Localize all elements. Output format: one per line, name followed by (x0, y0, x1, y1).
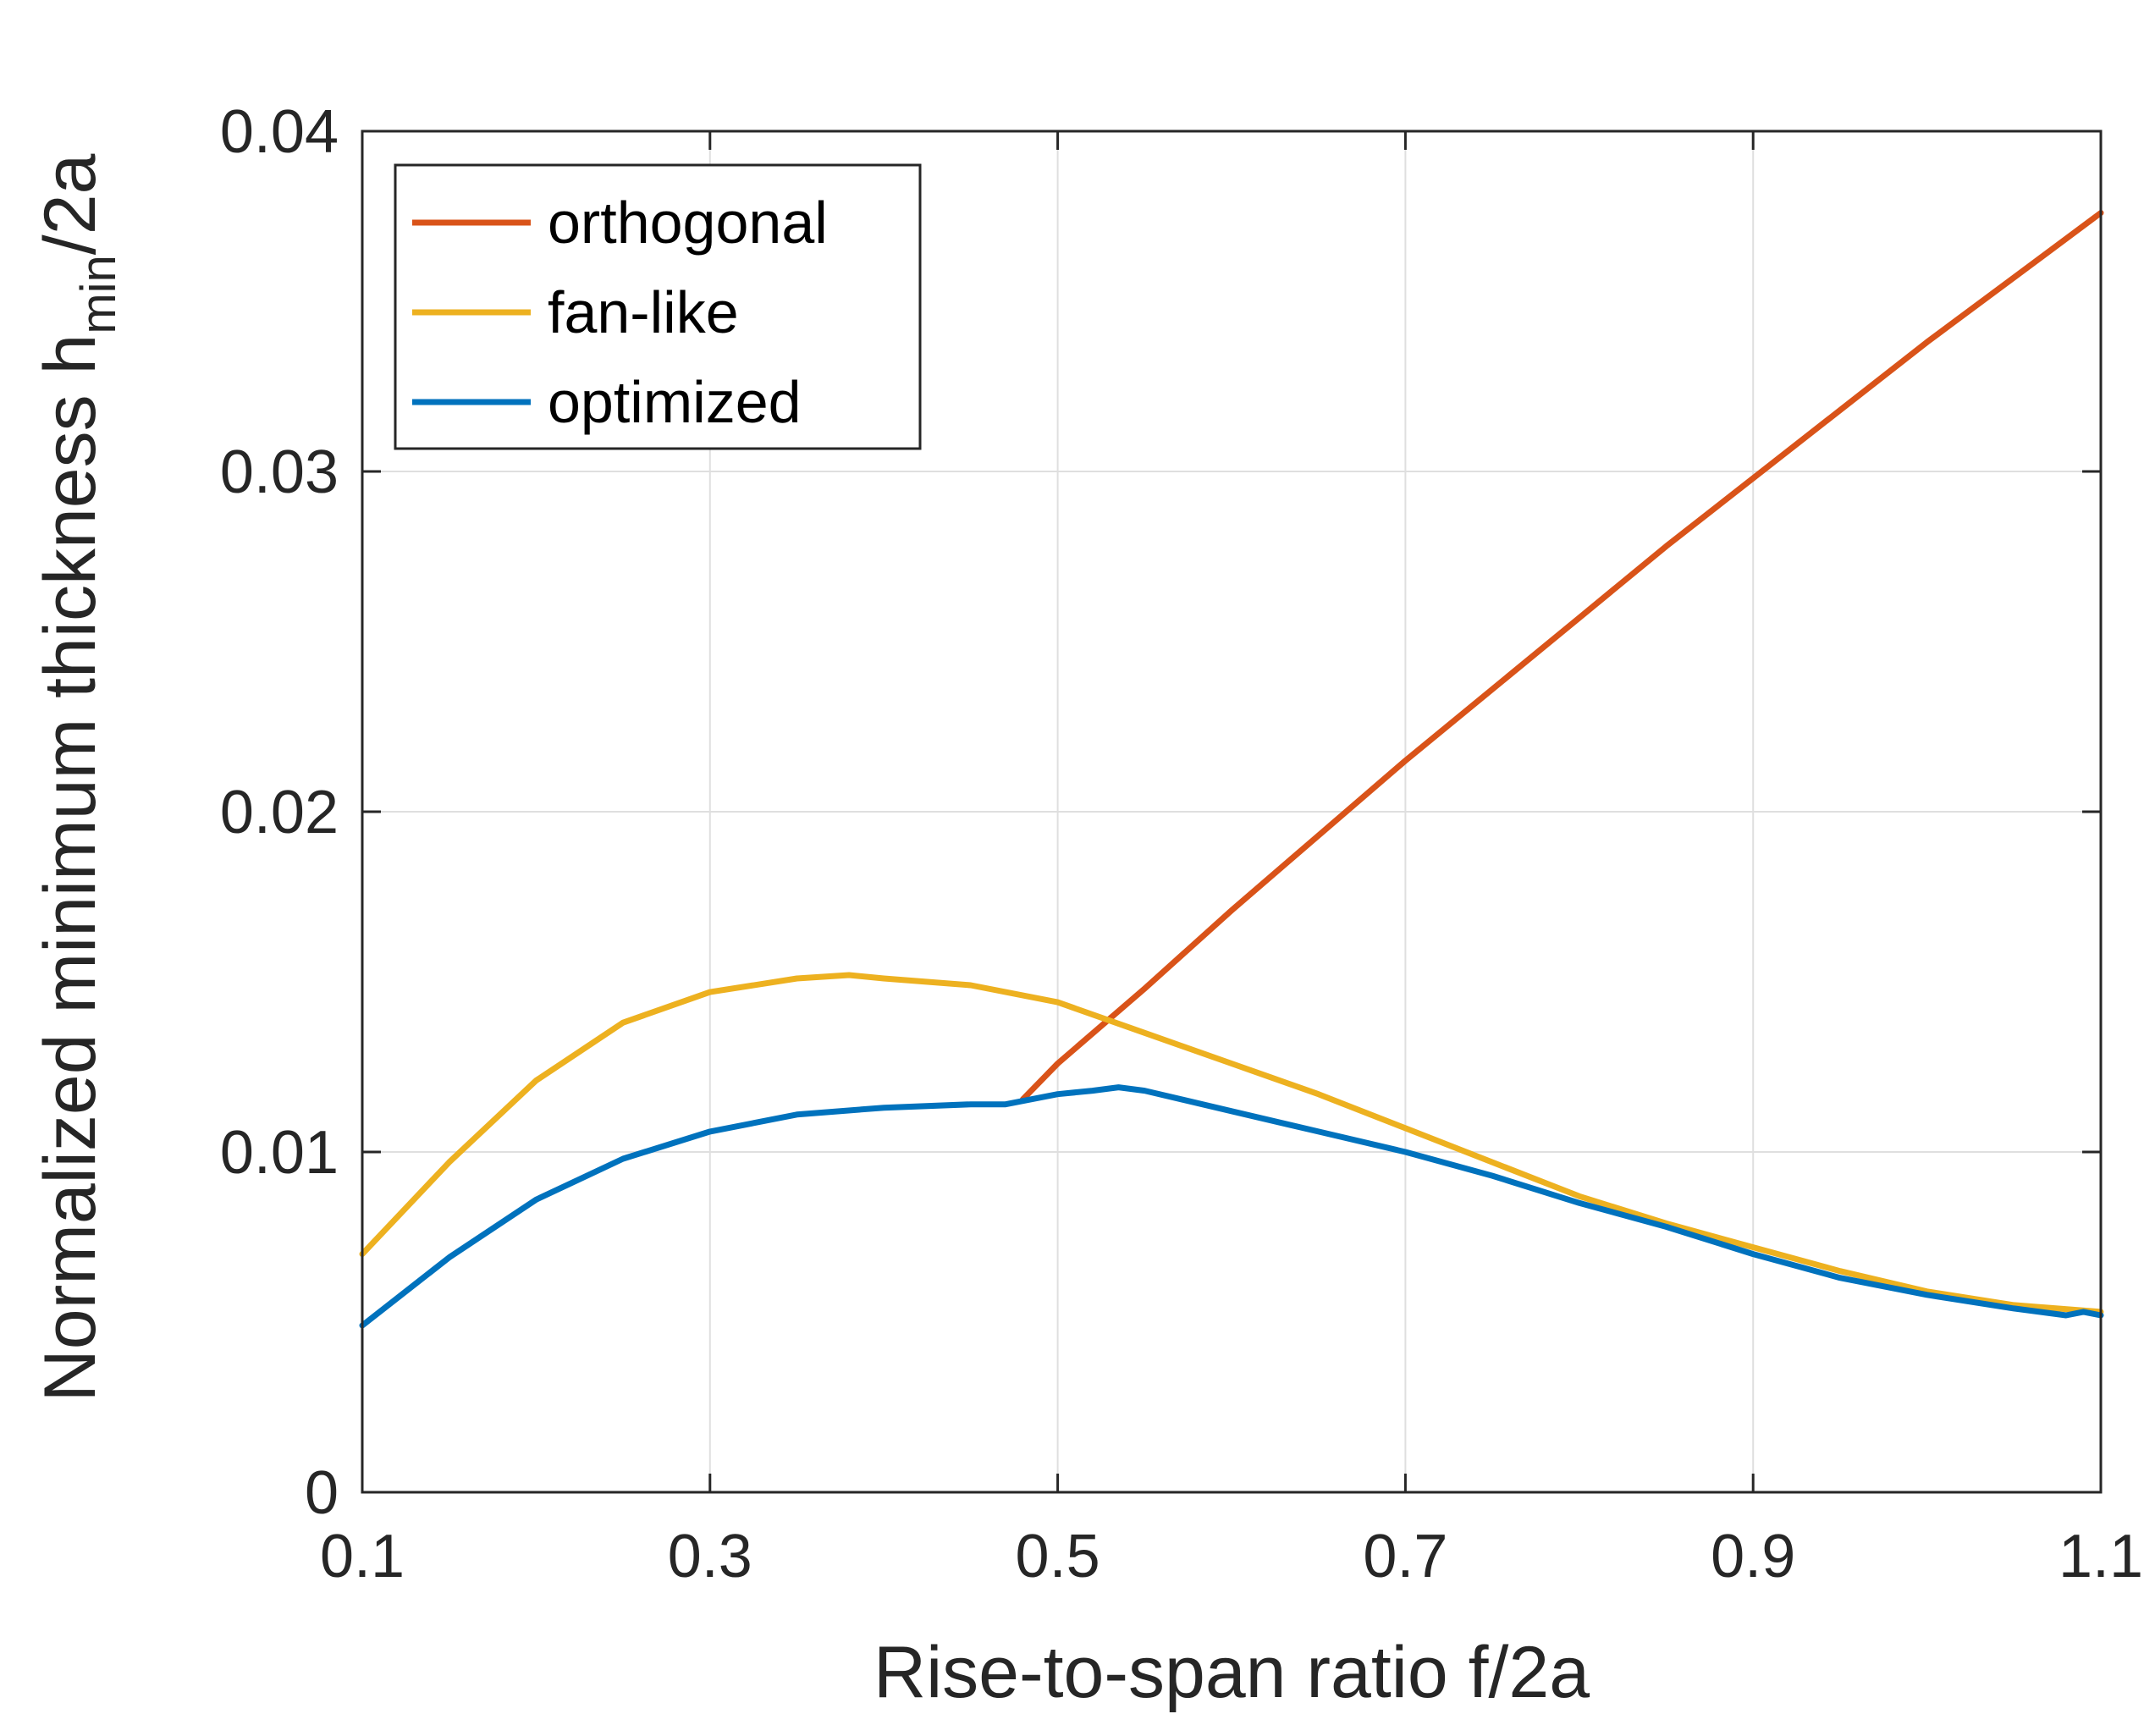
legend-label-optimized: optimized (548, 369, 802, 435)
y-tick-label: 0.02 (220, 779, 339, 846)
series-line-fan-like (359, 972, 2104, 1315)
y-axis-title-main: Normalized minimum thickness h (30, 334, 111, 1403)
y-tick-label: 0 (305, 1459, 339, 1527)
x-tick-label: 0.9 (1711, 1523, 1795, 1590)
x-axis-tick-labels: 0.1 0.3 0.5 0.7 0.9 1.1 (320, 1523, 2143, 1590)
axis-ticks (361, 130, 2103, 1494)
series-lines (359, 210, 2104, 1329)
legend-label-orthogonal: orthogonal (548, 190, 828, 256)
y-axis-tick-labels: 0 0.01 0.02 0.03 0.04 (220, 98, 339, 1527)
series-line-orthogonal (1020, 210, 2104, 1103)
y-axis-title-subscript: min (71, 255, 126, 333)
x-tick-label: 0.3 (668, 1523, 752, 1590)
x-tick-label: 1.1 (2059, 1523, 2143, 1590)
series-line-optimized (359, 1084, 2104, 1329)
y-tick-label: 0.04 (220, 98, 339, 166)
y-tick-label: 0.03 (220, 438, 339, 506)
legend: orthogonal fan-like optimized (394, 163, 922, 450)
x-axis-title: Rise-to-span ratio f/2a (874, 1632, 1590, 1713)
y-axis-title-suffix: /2a (30, 153, 111, 255)
x-tick-label: 0.5 (1016, 1523, 1100, 1590)
x-tick-label: 0.7 (1363, 1523, 1447, 1590)
legend-label-fan-like: fan-like (548, 279, 739, 345)
y-tick-label: 0.01 (220, 1119, 339, 1187)
x-tick-label: 0.1 (320, 1523, 405, 1590)
y-axis-title: Normalized minimum thickness hmin/2a (30, 153, 126, 1402)
